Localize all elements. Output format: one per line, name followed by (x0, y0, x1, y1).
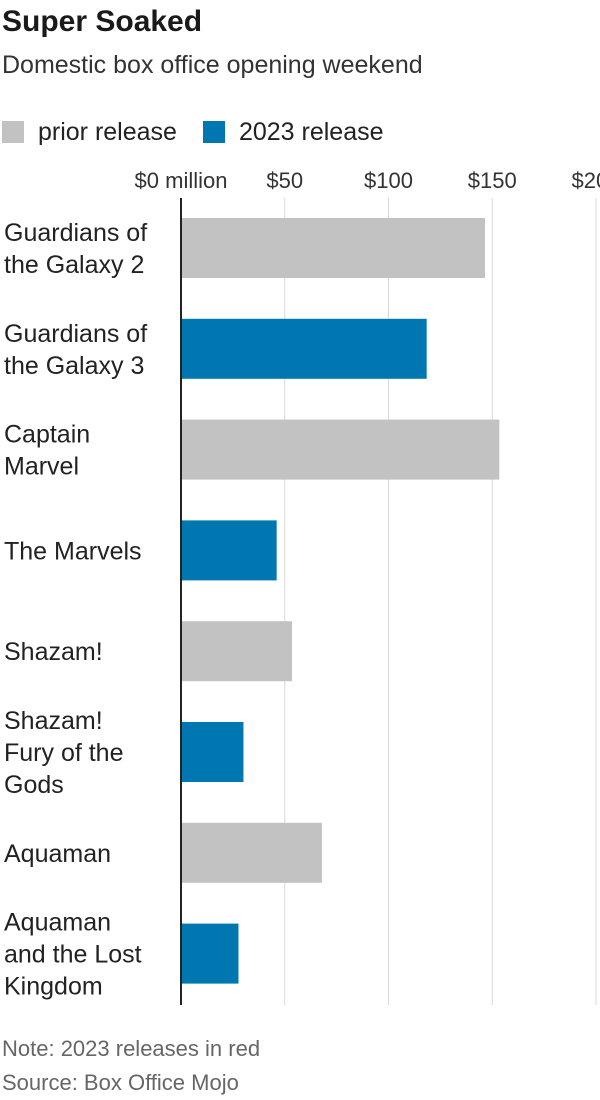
x-tick-label: $150 (468, 168, 517, 193)
chart-subtitle: Domestic box office opening weekend (2, 51, 423, 79)
bar (181, 419, 500, 480)
x-tick-label: $0 million (135, 168, 228, 193)
bar (181, 318, 427, 379)
category-label: Shazam! (4, 638, 103, 666)
bar (181, 520, 277, 581)
bar-chart: $0 million $50 $100 $150 $200 Guardians ofthe… (4, 168, 600, 1005)
chart-note: Note: 2023 releases in red (2, 1036, 261, 1061)
category-label: Captain Marvel (4, 421, 90, 481)
category-label: Guardians of the Galaxy 2 (4, 219, 147, 279)
category-label: The Marvels (4, 537, 142, 565)
legend-label-prior: prior release (38, 117, 177, 146)
bar (181, 218, 485, 278)
category-label: Guardians of the Galaxy 3 (4, 320, 147, 380)
bar (181, 621, 293, 682)
legend-swatch-prior (2, 121, 24, 143)
chart-source: Source: Box Office Mojo (2, 1070, 239, 1095)
category-label: Aquaman and the Lost Kingdom (4, 909, 142, 1001)
category-label: Aquaman (4, 840, 111, 868)
bar (181, 923, 239, 984)
x-tick-label: $50 (266, 168, 303, 193)
bar (181, 722, 244, 782)
legend-label-2023: 2023 release (238, 117, 384, 146)
bar (181, 822, 322, 883)
chart-title: Super Soaked (2, 5, 203, 38)
chart-legend: prior release 2023 release (2, 114, 410, 150)
legend-swatch-2023 (202, 121, 225, 143)
category-label: Shazam! Fury of the Gods (4, 707, 124, 799)
x-tick-label: $100 (364, 168, 413, 193)
x-tick-label: $200 (572, 168, 600, 193)
